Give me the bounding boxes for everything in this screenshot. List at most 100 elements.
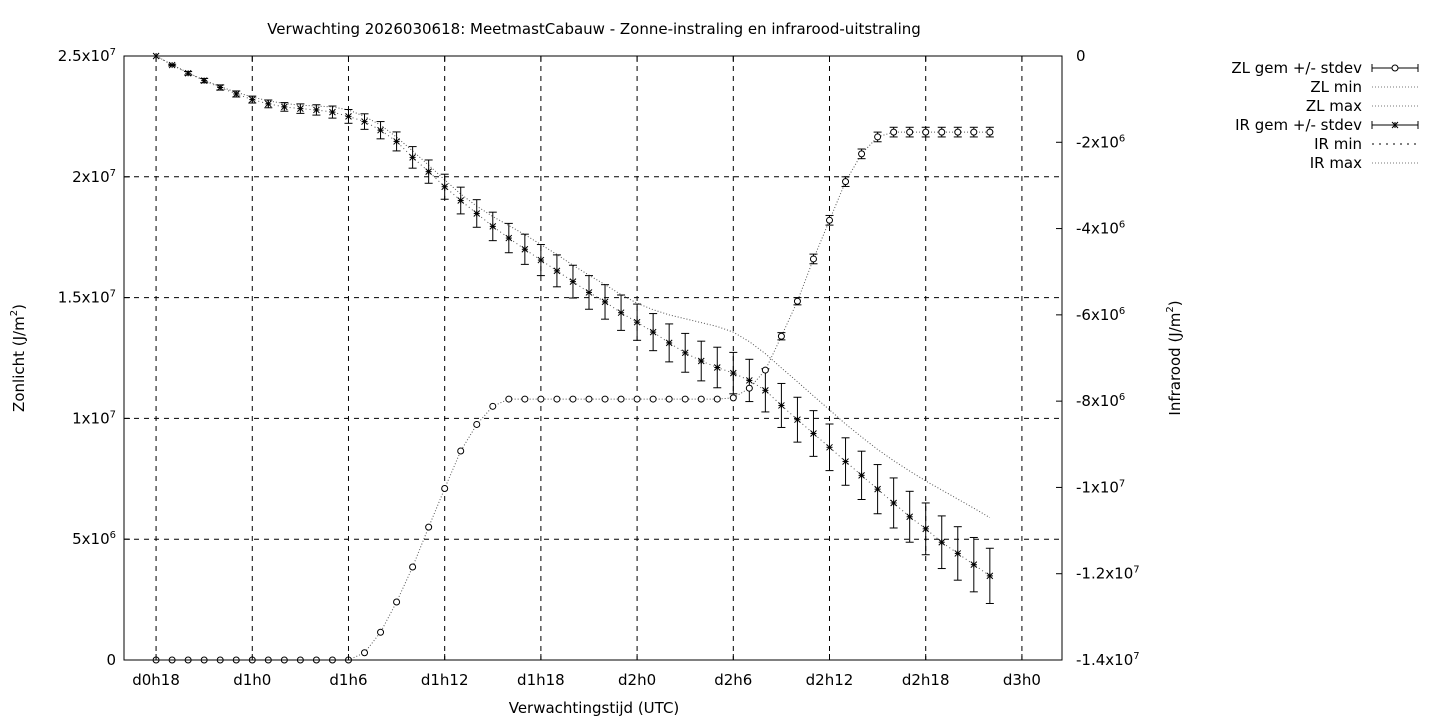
ir-point-stroke <box>762 387 769 394</box>
zl-point <box>777 332 785 340</box>
ir-point <box>874 485 881 493</box>
ir-point <box>826 443 833 451</box>
y-tick-label: 2.5x107 <box>58 47 116 65</box>
zl-point <box>697 395 705 403</box>
ir-point <box>232 90 240 98</box>
zl-point <box>617 395 625 403</box>
ir-point <box>986 572 994 580</box>
ir-point-stroke <box>585 289 593 296</box>
ir-point <box>665 339 673 347</box>
ir-point <box>794 416 801 424</box>
zl-point <box>761 366 769 374</box>
legend-label: ZL min <box>1310 78 1362 96</box>
zl-point <box>842 178 850 186</box>
y-tick-label: 5x106 <box>72 530 116 548</box>
ir-point <box>970 561 978 569</box>
ir-point <box>954 550 962 557</box>
ir-point <box>778 402 785 409</box>
ir-point-stroke <box>729 369 737 377</box>
x-tick-label: d2h0 <box>618 671 656 689</box>
zl-point <box>489 402 497 410</box>
ir-point <box>425 168 433 175</box>
ir-point <box>345 113 352 120</box>
ir-point <box>569 278 577 285</box>
y2-axis-label-exp: 2 <box>1165 306 1176 312</box>
ir-point <box>297 105 304 112</box>
ir-point <box>280 103 288 111</box>
ir-point <box>633 318 641 326</box>
ir-point <box>762 387 769 394</box>
ir-point-stroke <box>537 256 545 264</box>
zl-point <box>858 150 866 158</box>
ir-point-stroke <box>393 138 400 145</box>
zl-point <box>713 395 721 403</box>
zl-point <box>633 395 641 403</box>
ir-point-stroke <box>842 458 849 465</box>
legend-label: ZL gem +/- stdev <box>1231 59 1362 77</box>
ir-point-stroke <box>810 430 817 437</box>
y2-tick-label: -6x106 <box>1076 306 1125 324</box>
y-axis: 0 5x106 1x107 1.5x107 2x107 2.5x107 <box>58 47 130 669</box>
y2-tick-label: -1.4x107 <box>1076 651 1140 669</box>
ir-point-stroke <box>168 61 176 69</box>
x-tick-label: d2h12 <box>806 671 854 689</box>
ir-point-stroke <box>377 126 384 134</box>
x-tick-label: d3h0 <box>1003 671 1041 689</box>
zl-point <box>793 297 801 305</box>
ir-point-stroke <box>553 267 561 275</box>
zl-point <box>473 420 481 428</box>
x-axis: d0h18 d1h0 d1h6 d1h12 d1h18 d2h0 d2h6 d2h12 d2h1… <box>132 56 1041 689</box>
x-tick-label: d2h18 <box>902 671 950 689</box>
zl-point <box>569 395 577 403</box>
ir-point <box>713 364 721 371</box>
x-tick-label: d1h12 <box>421 671 469 689</box>
ir-point <box>473 210 481 217</box>
ir-point-stroke <box>601 298 609 306</box>
ir-point <box>601 298 609 306</box>
ir-point <box>585 289 593 296</box>
x-tick-label: d1h6 <box>329 671 367 689</box>
ir-point <box>457 197 465 204</box>
ir-point <box>184 69 192 77</box>
zl-point <box>986 128 994 136</box>
ir-point-stroke <box>345 113 352 120</box>
ir-point <box>377 126 384 134</box>
zl-point <box>874 133 882 141</box>
zl-point <box>745 384 753 392</box>
zl-point <box>906 128 914 136</box>
ir-point <box>264 100 272 108</box>
ir-point-stroke <box>297 105 304 112</box>
y-tick-label: 1.5x107 <box>58 289 116 307</box>
y2-tick-label: -4x106 <box>1076 220 1125 238</box>
ir-point-stroke <box>313 106 320 114</box>
ir-point-stroke <box>200 77 208 84</box>
zl-point <box>361 649 369 657</box>
chart-title: Verwachting 2026030618: MeetmastCabauw -… <box>267 20 921 38</box>
ir-point <box>441 183 449 191</box>
ir-point-stroke <box>457 197 465 204</box>
ir-point <box>697 357 705 365</box>
ir-point <box>810 430 817 437</box>
zl-point <box>585 395 593 403</box>
y2-axis-label-base: Infrarood (J/m <box>1166 313 1184 416</box>
zl-point <box>938 128 946 136</box>
y2-tick-label: -1x107 <box>1076 478 1125 496</box>
ir-point-stroke <box>216 84 224 91</box>
legend-label: IR max <box>1310 154 1362 172</box>
ir-point-stroke <box>954 550 962 557</box>
y2-axis-label: Infrarood (J/m2) <box>1165 300 1184 415</box>
ir-point <box>505 234 513 242</box>
ir-point-stroke <box>425 168 433 175</box>
zl-point <box>809 255 817 263</box>
ir-point-stroke <box>329 108 336 116</box>
y2-axis-label-tail: ) <box>1166 300 1184 306</box>
zl-point <box>457 447 465 455</box>
ir-point-stroke <box>874 485 881 493</box>
ir-point-stroke <box>697 357 705 365</box>
series-layer <box>152 52 994 664</box>
y-axis-label-exp: 2 <box>9 310 20 316</box>
ir-point-stroke <box>521 245 529 253</box>
legend-label: IR min <box>1314 135 1362 153</box>
ir-point-stroke <box>826 443 833 451</box>
